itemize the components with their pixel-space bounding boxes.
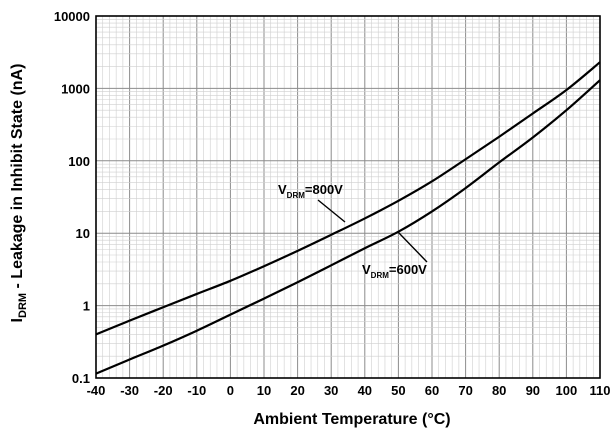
series-800v-label-prefix: V [278,182,287,197]
grid [95,16,601,378]
x-tick-label: 20 [290,383,304,398]
series-600v-label-sub: DRM [371,271,390,280]
series-600v-label: VDRM=600V [362,262,427,280]
y-axis-title: IDRM - Leakage in Inhibit State (nA) [9,64,29,323]
y-tick-labels: 0.1 1 10 100 1000 10000 [54,9,90,386]
series-600v-line [95,79,601,375]
x-axis-title: Ambient Temperature (°C) [253,411,450,428]
series-600v-label-prefix: V [362,262,371,277]
y-axis-title-suffix: - Leakage in Inhibit State (nA) [9,64,26,293]
x-tick-label: 10 [257,383,271,398]
x-tick-label: 80 [492,383,506,398]
plot-frame [95,15,601,379]
y-tick-label: 0.1 [72,371,90,386]
x-tick-label: -40 [87,383,106,398]
y-tick-label: 100 [68,154,90,169]
x-tick-label: 60 [425,383,439,398]
x-tick-label: 90 [526,383,540,398]
y-axis-title-sub: DRM [17,293,29,318]
series-800v-pointer [317,199,346,223]
x-tick-label: 0 [227,383,234,398]
series-800v-label-suffix: =800V [305,182,343,197]
y-axis-title-prefix: I [9,318,26,322]
x-tick-label: -30 [120,383,139,398]
x-tick-label: 30 [324,383,338,398]
x-tick-label: 50 [391,383,405,398]
x-tick-label: -20 [154,383,173,398]
y-tick-label: 1 [83,299,90,314]
x-tick-label: 100 [556,383,578,398]
series-800v-line [95,61,601,336]
series-layer [95,61,601,375]
y-tick-label: 10000 [54,9,90,24]
x-tick-label: 70 [458,383,472,398]
x-tick-labels: -40 -30 -20 -10 0 10 20 30 40 50 60 70 80 90 100 110 [87,383,611,398]
y-tick-label: 1000 [61,81,90,96]
series-600v-label-suffix: =600V [389,262,427,277]
x-tick-label: 40 [358,383,372,398]
x-tick-label: 110 [590,383,611,398]
x-tick-label: -10 [187,383,206,398]
series-600v-pointer [397,231,428,263]
y-tick-label: 10 [76,226,90,241]
series-800v-label-sub: DRM [287,191,306,200]
series-800v-label: VDRM=800V [278,182,343,200]
